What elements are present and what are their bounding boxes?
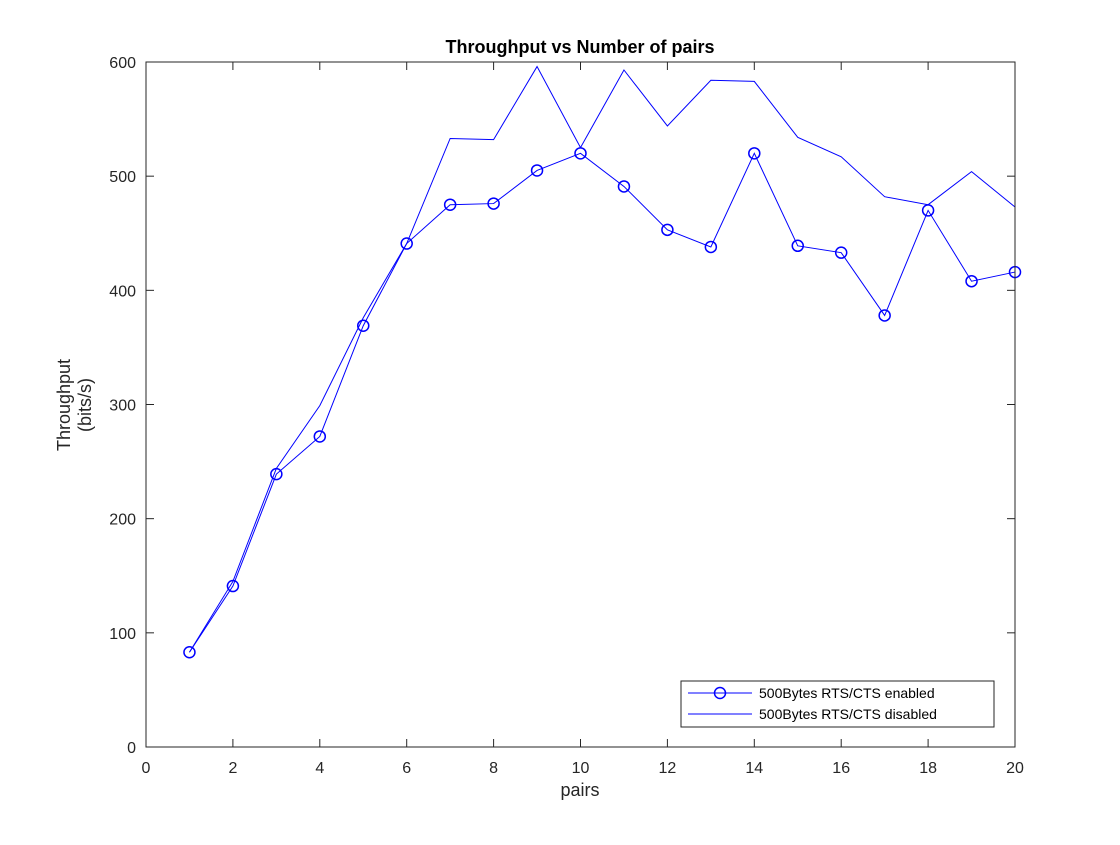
data-point-enabled xyxy=(878,309,891,322)
x-tick-label: 20 xyxy=(1006,760,1024,777)
data-point-enabled xyxy=(487,197,500,210)
x-axis-label: pairs xyxy=(560,780,599,800)
x-tick-label: 16 xyxy=(832,760,850,777)
data-point-enabled xyxy=(313,430,327,443)
x-tick-label: 18 xyxy=(919,760,937,777)
data-point-enabled xyxy=(791,239,804,253)
y-axis-label-line1: Throughput xyxy=(54,359,74,451)
data-point-enabled xyxy=(357,319,370,332)
x-tick-label: 6 xyxy=(402,760,411,777)
x-tick-label: 10 xyxy=(572,760,590,777)
legend-box xyxy=(680,680,995,728)
data-point-enabled xyxy=(443,198,457,211)
data-point-enabled xyxy=(834,246,848,259)
y-tick-label: 100 xyxy=(109,626,136,643)
data-point-enabled xyxy=(748,147,761,160)
legend-label-enabled: 500Bytes RTS/CTS enabled xyxy=(759,685,935,701)
y-tick-label: 400 xyxy=(109,283,136,300)
y-axis-label-line2: (bits/s) xyxy=(75,378,95,432)
data-point-enabled xyxy=(704,240,718,254)
data-point-enabled xyxy=(965,274,978,288)
series-line-disabled xyxy=(189,65,1016,653)
data-point-enabled xyxy=(530,164,544,177)
x-tick-label: 4 xyxy=(315,760,324,777)
plot-area xyxy=(146,62,1015,747)
x-tick-labels: 0 2 4 6 8 10 12 14 16 18 20 xyxy=(142,760,1024,777)
data-point-enabled xyxy=(183,645,196,659)
data-point-enabled xyxy=(661,223,674,237)
x-tick-label: 14 xyxy=(745,760,763,777)
x-tick-label: 2 xyxy=(228,760,237,777)
y-tick-label: 600 xyxy=(109,55,136,72)
series-layer xyxy=(183,65,1022,659)
y-tick-label: 300 xyxy=(109,398,136,415)
legend-label-disabled: 500Bytes RTS/CTS disabled xyxy=(759,706,937,722)
plot-frame xyxy=(145,61,1016,748)
x-tick-label: 0 xyxy=(142,760,151,777)
y-tick-label: 0 xyxy=(127,740,136,757)
data-point-enabled xyxy=(617,180,631,193)
y-tick-labels: 0 100 200 300 400 500 600 xyxy=(109,55,136,757)
series-line-enabled xyxy=(189,152,1016,653)
y-tick-label: 500 xyxy=(109,169,136,186)
data-point-enabled xyxy=(400,237,413,250)
legend: 500Bytes RTS/CTS enabled 500Bytes RTS/CT… xyxy=(680,680,995,728)
x-tick-label: 8 xyxy=(489,760,498,777)
y-axis-label-group: Throughput (bits/s) xyxy=(54,359,95,451)
y-tick-label: 200 xyxy=(109,512,136,529)
legend-marker-enabled xyxy=(713,686,727,700)
chart-title: Throughput vs Number of pairs xyxy=(445,37,714,57)
x-tick-label: 12 xyxy=(659,760,677,777)
